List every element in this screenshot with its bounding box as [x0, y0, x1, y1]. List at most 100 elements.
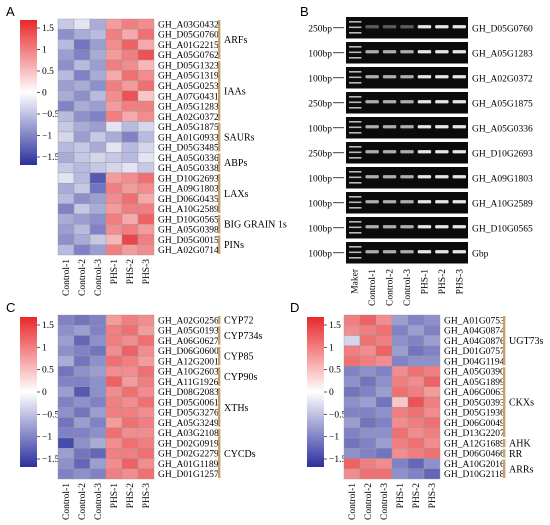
heatmap-cell: [137, 366, 155, 377]
gene-label: GH_D05G0393: [444, 398, 505, 408]
heatmap-cell: [375, 458, 393, 469]
gene-label: GH_A05G0336: [158, 154, 219, 164]
gene-label: GH_A05G1875: [158, 123, 219, 133]
gel-band: [435, 75, 449, 79]
group-bracket: [503, 459, 506, 478]
ladder-band: [349, 196, 362, 198]
heatmap-cell: [375, 314, 393, 326]
heatmap-cell: [137, 458, 155, 469]
gel-gene-label: GH_A02G0372: [472, 74, 533, 84]
heatmap-cell: [105, 90, 123, 102]
heatmap-cell: [343, 396, 361, 408]
heatmap-cell: [73, 182, 91, 194]
heatmap-cell: [137, 59, 155, 71]
heatmap-cell: [73, 121, 91, 133]
heatmap-cell: [137, 49, 155, 61]
heatmap-cell: [105, 437, 123, 449]
size-label: 100bp: [308, 174, 332, 184]
gel-band: [435, 175, 449, 179]
heatmap-cell: [137, 427, 155, 439]
heatmap-cell: [105, 224, 123, 235]
gene-label: GH_A02G0256: [158, 316, 219, 326]
heatmap-cell: [423, 386, 441, 398]
group-label: ABPs: [224, 158, 247, 169]
gel-band: [417, 225, 432, 229]
heatmap-cell: [121, 335, 139, 346]
ladder-band: [349, 82, 362, 84]
gel-band: [400, 25, 414, 29]
tick-label: −1.5: [42, 455, 59, 465]
heatmap-cell: [105, 396, 123, 408]
gel-band: [382, 75, 397, 79]
heatmap-cell: [89, 448, 107, 459]
heatmap-cell: [105, 131, 123, 143]
heatmap-cell: [89, 386, 107, 398]
heatmap-cell: [137, 213, 155, 225]
gel-band: [382, 150, 397, 154]
heatmap-cell: [105, 39, 123, 50]
gene-label: GH_A05G0762: [158, 51, 219, 61]
ladder-band: [349, 21, 362, 23]
heatmap-cell: [137, 437, 155, 449]
heatmap-cell: [121, 70, 139, 81]
gene-label: GH_A10G2016: [444, 460, 505, 470]
gel-band: [435, 150, 449, 154]
heatmap-cell: [359, 325, 377, 336]
heatmap-d: GH_A01G0753GH_A04G0874GH_A04G0876GH_D01G…: [343, 314, 544, 520]
gel-band: [400, 100, 414, 104]
heatmap-cell: [137, 314, 155, 326]
heatmap-cell: [89, 355, 107, 367]
heatmap-cell: [121, 152, 139, 163]
gel-band: [365, 225, 379, 229]
column-label: PHS-1: [396, 483, 406, 509]
heatmap-cell: [105, 80, 123, 92]
heatmap-cell: [121, 386, 139, 398]
heatmap-cell: [57, 141, 75, 153]
heatmap-cell: [423, 448, 441, 459]
group-bracket: [218, 153, 221, 172]
gel-band: [400, 75, 414, 79]
group-bracket: [218, 61, 221, 121]
heatmap-cell: [73, 417, 91, 428]
heatmap-cell: [73, 448, 91, 459]
heatmap-cell: [407, 458, 425, 469]
heatmap-cell: [105, 468, 123, 480]
heatmap-cell: [57, 162, 75, 174]
heatmap-cell: [89, 213, 107, 225]
heatmap-cell: [57, 386, 75, 398]
heatmap-cell: [89, 468, 107, 480]
heatmap-cell: [359, 345, 377, 357]
heatmap-cell: [105, 417, 123, 428]
heatmap-cell: [89, 407, 107, 418]
heatmap-cell: [73, 80, 91, 92]
gel-band: [365, 250, 379, 254]
heatmap-cell: [73, 70, 91, 81]
heatmap-cell: [391, 448, 409, 459]
gene-label: GH_D05G1323: [158, 61, 219, 71]
gel-band: [365, 150, 379, 154]
tick-label: 0.5: [42, 67, 54, 77]
gel-band: [435, 100, 449, 104]
lane-label: Maker: [351, 268, 361, 294]
heatmap-cell: [89, 376, 107, 387]
panel-label-b: B: [300, 4, 309, 19]
gel-band: [435, 25, 449, 29]
heatmap-cell: [121, 182, 139, 194]
heatmap-cell: [423, 335, 441, 346]
heatmap-cell: [121, 396, 139, 408]
group-bracket: [503, 439, 506, 448]
size-label: 250bp: [308, 99, 332, 109]
gene-label: GH_A05G1319: [158, 72, 219, 82]
gel-band: [382, 225, 397, 229]
heatmap-cell: [423, 468, 441, 480]
group-label: UGT73s: [509, 336, 544, 347]
gene-label: GH_A07G0431: [158, 92, 219, 102]
gel-band: [452, 75, 466, 79]
ladder-band: [349, 151, 362, 154]
column-label: Control-2: [364, 483, 374, 520]
gene-label: GH_D06G0466: [444, 450, 505, 460]
heatmap-cell: [73, 355, 91, 367]
heatmap-cell: [137, 203, 155, 215]
group-label: PINs: [224, 240, 244, 251]
heatmap-cell: [89, 345, 107, 357]
